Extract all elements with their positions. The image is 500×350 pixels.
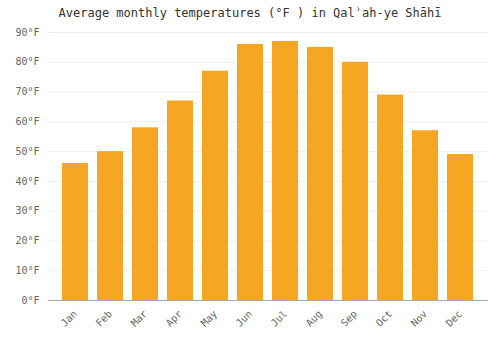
svg-text:30°F: 30°F [15,205,39,216]
svg-text:Jul: Jul [269,308,290,329]
svg-text:Feb: Feb [94,308,115,329]
svg-text:20°F: 20°F [15,235,39,246]
svg-text:Dec: Dec [444,308,465,329]
svg-text:0°F: 0°F [21,295,39,306]
svg-text:Nov: Nov [409,308,430,329]
svg-text:Mar: Mar [129,308,150,329]
svg-text:Apr: Apr [164,308,185,329]
svg-text:10°F: 10°F [15,265,39,276]
html-text:Average monthly temperatures (: Average monthly temperatures (°F ) in Qa… [58,6,442,20]
svg-text:Sep: Sep [339,308,360,329]
svg-text:70°F: 70°F [15,86,39,97]
svg-text:40°F: 40°F [15,176,39,187]
svg-text:90°F: 90°F [15,27,39,38]
svg-text:Jan: Jan [59,308,80,329]
svg-text:Jun: Jun [234,308,255,329]
svg-text:May: May [199,308,220,329]
svg-text:Oct: Oct [374,308,395,329]
svg-text:Aug: Aug [304,308,325,329]
svg-text:60°F: 60°F [15,116,39,127]
svg-text:80°F: 80°F [15,56,39,67]
svg-text:50°F: 50°F [15,146,39,157]
